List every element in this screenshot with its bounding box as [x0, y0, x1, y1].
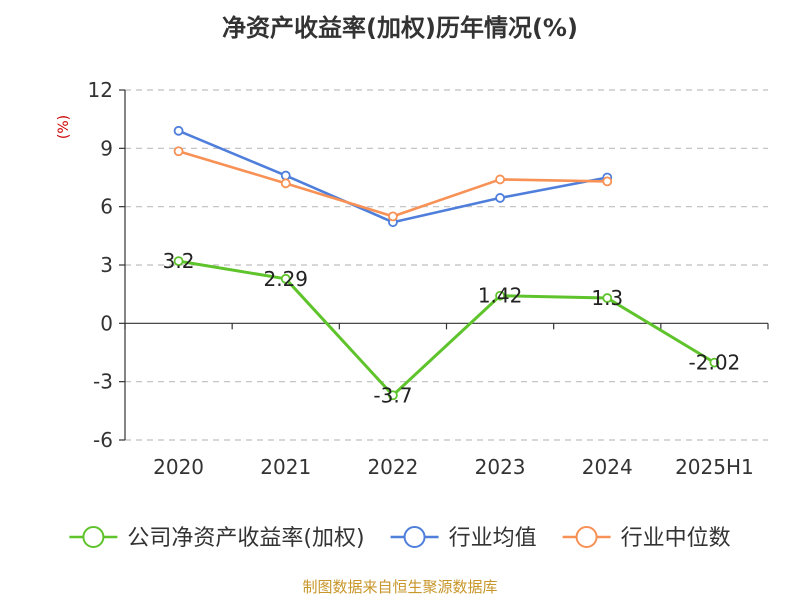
y-tick-label: 3: [100, 253, 113, 277]
data-point: [495, 290, 505, 301]
y-tick-label: 9: [100, 136, 113, 160]
x-tick-labels: 2020 2021 2022 2023 2024 2025H1: [153, 455, 754, 479]
legend-item: 行业均值: [390, 526, 537, 551]
data-point: [388, 211, 398, 222]
series-lines: [173, 125, 720, 401]
legend-label: 公司净资产收益率(加权): [127, 526, 364, 551]
x-tick-label: 2024: [582, 455, 633, 479]
series-0: [173, 256, 720, 401]
legend-item: 行业中位数: [562, 526, 731, 551]
chart-title: 净资产收益率(加权)历年情况(%): [222, 14, 578, 42]
x-tick-label: 2021: [260, 455, 311, 479]
data-point: [388, 390, 398, 401]
series-1: [173, 125, 613, 228]
grid-lines: [125, 89, 768, 441]
legend-label: 行业均值: [449, 526, 537, 551]
data-point: [709, 357, 720, 368]
data-point: [602, 293, 613, 303]
data-point: [173, 146, 184, 157]
axes: [119, 89, 769, 441]
data-point: [280, 273, 291, 284]
y-tick-labels: 12 9 6 3 0 -3 -6: [88, 78, 113, 452]
data-label: 2.29: [263, 267, 308, 291]
series-line: [178, 129, 608, 224]
data-label: 3.2: [163, 249, 195, 273]
series-2: [173, 146, 613, 222]
legend: 公司净资产收益率(加权) 行业均值 行业中位数: [69, 526, 731, 551]
y-tick-label: -6: [93, 428, 113, 452]
y-tick-label: 12: [88, 78, 113, 102]
legend-marker: [575, 526, 598, 548]
data-point: [495, 193, 505, 203]
legend-marker: [403, 526, 426, 548]
y-tick-label: 6: [100, 195, 113, 219]
data-point: [280, 178, 291, 189]
data-point: [173, 256, 184, 267]
y-axis-unit: (%): [56, 115, 72, 139]
data-labels: 3.2 2.29 -3.7 1.42 1.3 -2.02: [163, 249, 741, 407]
data-label: 1.42: [478, 284, 523, 308]
x-tick-label: 2023: [475, 455, 526, 479]
x-tick-label: 2025H1: [675, 455, 754, 479]
y-tick-label: 0: [100, 311, 113, 335]
x-tick-label: 2020: [153, 455, 204, 479]
data-point: [602, 176, 613, 187]
data-label: 1.3: [591, 286, 623, 310]
series-line: [178, 259, 716, 397]
source-note: 制图数据来自恒生聚源数据库: [302, 578, 497, 596]
data-point: [280, 170, 291, 181]
data-label: -3.7: [373, 383, 412, 407]
x-tick-label: 2022: [367, 455, 418, 479]
legend-label: 行业中位数: [621, 526, 731, 551]
legend-marker: [82, 526, 105, 548]
data-label: -2.02: [689, 351, 741, 375]
data-point: [173, 125, 184, 136]
y-tick-label: -3: [93, 370, 113, 394]
data-point: [495, 174, 505, 185]
legend-item: 公司净资产收益率(加权): [69, 526, 365, 551]
